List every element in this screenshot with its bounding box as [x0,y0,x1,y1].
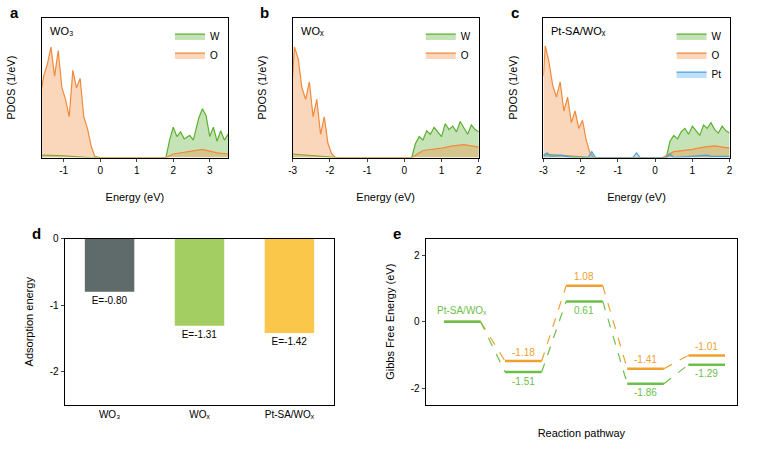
svg-text:-2: -2 [576,165,585,176]
svg-text:-1: -1 [50,300,59,311]
svg-text:W: W [210,31,220,42]
svg-text:-1.41: -1.41 [634,354,657,365]
svg-text:Adsorption energy: Adsorption energy [23,277,35,367]
svg-text:-1.86: -1.86 [634,387,657,398]
svg-text:0.61: 0.61 [574,305,594,316]
svg-text:1: 1 [439,165,445,176]
svg-text:Pt-SA/WOₓ: Pt-SA/WOₓ [265,409,315,420]
svg-text:Energy (eV): Energy (eV) [356,191,415,203]
svg-text:Pt-SA/WOₓ: Pt-SA/WOₓ [551,25,606,37]
svg-text:3: 3 [207,165,213,176]
svg-text:-2: -2 [50,366,59,377]
svg-text:E=-1.31: E=-1.31 [182,329,218,340]
svg-text:Pt: Pt [712,69,722,80]
svg-text:Energy (eV): Energy (eV) [607,191,666,203]
svg-text:-1: -1 [613,165,622,176]
svg-text:E=-1.42: E=-1.42 [272,336,308,347]
svg-text:WO₃: WO₃ [99,409,120,420]
svg-text:WOₓ: WOₓ [301,25,324,37]
svg-text:2: 2 [414,250,420,261]
svg-text:1: 1 [134,165,140,176]
svg-text:-1.01: -1.01 [695,341,718,352]
svg-text:0: 0 [414,316,420,327]
svg-text:0: 0 [652,165,658,176]
svg-text:e: e [393,225,401,242]
svg-text:O: O [210,50,218,61]
svg-text:-1.29: -1.29 [695,368,718,379]
svg-text:Pt-SA/WOₓ: Pt-SA/WOₓ [437,305,487,316]
svg-text:0: 0 [53,233,59,244]
svg-text:O: O [712,50,720,61]
svg-text:Reaction pathway: Reaction pathway [538,427,626,439]
svg-text:-1: -1 [59,165,68,176]
svg-text:WO₃: WO₃ [50,25,73,37]
svg-text:2: 2 [170,165,176,176]
svg-text:c: c [511,4,519,21]
svg-text:-3: -3 [539,165,548,176]
svg-text:b: b [260,4,269,21]
svg-text:E=-0.80: E=-0.80 [92,295,128,306]
svg-text:1: 1 [690,165,696,176]
svg-text:2: 2 [727,165,733,176]
svg-text:WOₓ: WOₓ [189,409,210,420]
svg-text:-2: -2 [325,165,334,176]
svg-text:a: a [10,4,19,21]
svg-text:-2: -2 [411,383,420,394]
svg-text:Gibbs Free Energy (eV): Gibbs Free Energy (eV) [384,264,396,380]
svg-text:2: 2 [476,165,482,176]
svg-text:O: O [461,50,469,61]
svg-text:Energy (eV): Energy (eV) [106,191,165,203]
svg-text:W: W [712,31,722,42]
svg-text:PDOS (1/eV): PDOS (1/eV) [507,56,519,120]
svg-text:-1.18: -1.18 [512,347,535,358]
svg-text:-3: -3 [288,165,297,176]
svg-text:PDOS (1/eV): PDOS (1/eV) [5,56,17,120]
svg-text:1.08: 1.08 [574,271,594,282]
svg-text:d: d [32,225,41,242]
svg-text:W: W [461,31,471,42]
svg-text:PDOS (1/eV): PDOS (1/eV) [256,56,268,120]
svg-text:-1: -1 [363,165,372,176]
svg-text:-1.51: -1.51 [512,376,535,387]
svg-text:0: 0 [402,165,408,176]
svg-text:0: 0 [97,165,103,176]
